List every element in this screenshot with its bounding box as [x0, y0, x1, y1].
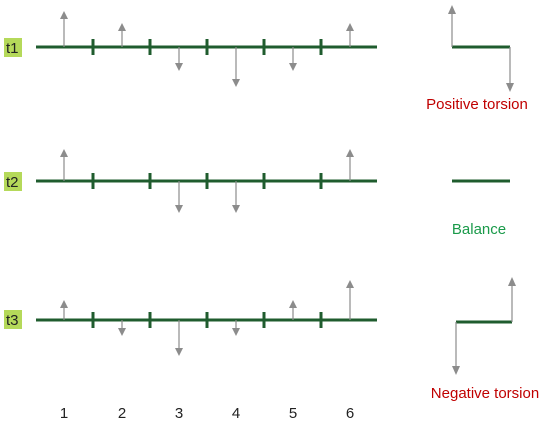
force-arrow-up [60, 149, 68, 181]
force-arrow-down [118, 320, 126, 336]
arrow-head [60, 300, 68, 308]
force-arrow-down [175, 181, 183, 213]
result-label: Balance [452, 221, 506, 238]
arrow-head [175, 63, 183, 71]
row-label: t3 [6, 312, 19, 329]
arrow-head [289, 300, 297, 308]
force-arrows [60, 280, 354, 356]
x-label: 4 [232, 405, 240, 422]
down-arrow-head [452, 366, 460, 375]
force-arrow-up [60, 300, 68, 320]
x-label: 6 [346, 405, 354, 422]
arrow-head [60, 149, 68, 157]
row-t2: t2 [4, 149, 377, 213]
beam-ticks [91, 39, 323, 55]
force-arrow-down [175, 320, 183, 356]
arrow-head [289, 63, 297, 71]
force-arrows [60, 149, 354, 213]
result-label: Negative torsion [431, 385, 539, 402]
result-balance: Balance [452, 179, 510, 238]
arrow-head [232, 79, 240, 87]
arrow-head [118, 328, 126, 336]
arrow-head [346, 280, 354, 288]
force-arrows [60, 11, 354, 87]
arrow-head [346, 23, 354, 31]
result-negative-torsion: Negative torsion [431, 277, 539, 402]
beam-ticks [91, 173, 323, 189]
result-label: Positive torsion [426, 96, 528, 113]
arrow-head [232, 328, 240, 336]
force-arrow-down [289, 47, 297, 71]
force-arrow-down [232, 47, 240, 87]
force-arrow-up [289, 300, 297, 320]
force-arrow-down [232, 320, 240, 336]
arrow-head [232, 205, 240, 213]
up-arrow-head [448, 5, 456, 14]
up-arrow-head [508, 277, 516, 286]
result-positive-torsion: Positive torsion [426, 5, 528, 113]
row-label: t1 [6, 40, 19, 57]
force-arrow-up [60, 11, 68, 47]
force-arrow-up [118, 23, 126, 47]
force-arrow-up [346, 280, 354, 320]
x-label: 5 [289, 405, 297, 422]
x-label: 1 [60, 405, 68, 422]
row-t1: t1 [4, 11, 377, 87]
arrow-head [175, 205, 183, 213]
row-t3: t3 [4, 280, 377, 356]
force-arrow-up [346, 23, 354, 47]
arrow-head [60, 11, 68, 19]
arrow-head [118, 23, 126, 31]
x-label: 2 [118, 405, 126, 422]
force-arrow-down [232, 181, 240, 213]
arrow-head [175, 348, 183, 356]
row-label-badge [4, 172, 22, 191]
beam-ticks [91, 312, 323, 328]
force-arrow-down [175, 47, 183, 71]
x-label: 3 [175, 405, 183, 422]
x-axis-labels: 1 2 3 4 5 6 [60, 405, 354, 422]
row-label-badge [4, 38, 22, 57]
row-label: t2 [6, 174, 19, 191]
arrow-head [346, 149, 354, 157]
down-arrow-head [506, 83, 514, 92]
row-label-badge [4, 310, 22, 329]
force-arrow-up [346, 149, 354, 181]
